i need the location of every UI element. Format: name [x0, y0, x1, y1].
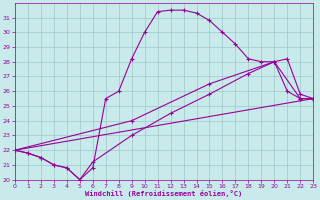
- X-axis label: Windchill (Refroidissement éolien,°C): Windchill (Refroidissement éolien,°C): [85, 190, 243, 197]
